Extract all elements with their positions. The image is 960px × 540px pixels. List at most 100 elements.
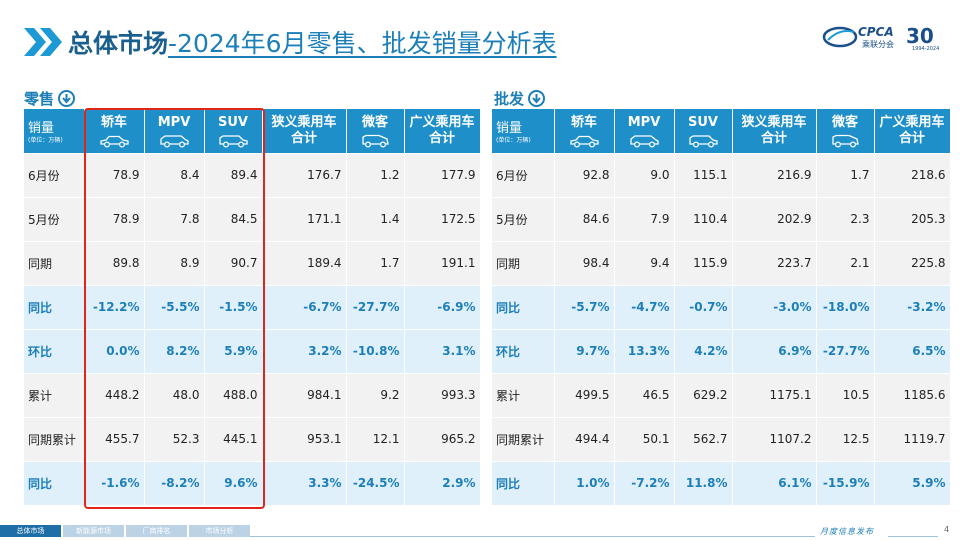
table-row: 同期累计 455.7 52.3 445.1 953.1 12.1 965.2	[24, 417, 481, 462]
table-row: 同比 -1.6% -8.2% 9.6% 3.3% -24.5% 2.9%	[24, 461, 481, 506]
mpv-icon	[145, 133, 204, 148]
row-label: 同比	[492, 461, 555, 506]
row-label: 同期	[492, 241, 555, 286]
retail-section-label: 零售	[24, 88, 76, 109]
table-cell: 445.1	[204, 417, 263, 462]
row-label: 同期	[24, 241, 85, 286]
footer-tab[interactable]: 新能源市场	[63, 525, 124, 537]
table-cell: 84.6	[554, 197, 615, 242]
table-cell: 12.5	[816, 417, 875, 462]
table-cell: 1.4	[346, 197, 405, 242]
table-cell: 1175.1	[732, 373, 817, 418]
highlight-box	[84, 108, 265, 509]
table-cell: -0.7%	[674, 285, 733, 330]
footer-tab[interactable]: 市场分析	[189, 525, 250, 537]
table-cell: 176.7	[262, 153, 347, 198]
table-cell: 3.3%	[262, 461, 347, 506]
footer-divider	[888, 525, 938, 537]
page-title: 总体市场-2024年6月零售、批发销量分析表	[68, 29, 557, 58]
table-cell: 0.0%	[84, 329, 145, 374]
column-header: SUV	[204, 109, 263, 154]
row-label: 同比	[24, 285, 85, 330]
table-cell: 7.8	[144, 197, 205, 242]
table-cell: -15.9%	[816, 461, 875, 506]
row-label: 同期累计	[492, 417, 555, 462]
table-cell: 11.8%	[674, 461, 733, 506]
wholesale-section-label: 批发	[494, 88, 546, 109]
table-row: 5月份 78.9 7.8 84.5 171.1 1.4 172.5	[24, 197, 481, 242]
footer-tab[interactable]: 厂商排名	[126, 525, 187, 537]
table-cell: 1.0%	[554, 461, 615, 506]
column-header: 微客	[346, 109, 405, 154]
table-cell: 562.7	[674, 417, 733, 462]
table-header-row: 销量 (单位：万辆) 轿车 MPV SUV 狭义乘用车 合计 微客 广义乘用车 合计	[24, 109, 481, 154]
table-cell: 12.1	[346, 417, 405, 462]
footer-tab[interactable]: 总体市场	[0, 525, 61, 537]
row-label: 6月份	[492, 153, 555, 198]
table-cell: 629.2	[674, 373, 733, 418]
table-cell: 1119.7	[874, 417, 951, 462]
row-label: 环比	[24, 329, 85, 374]
table-row: 5月份 84.6 7.9 110.4 202.9 2.3 205.3	[492, 197, 951, 242]
suv-icon	[205, 133, 262, 148]
table-cell: -1.5%	[204, 285, 263, 330]
table-cell: 5.9%	[204, 329, 263, 374]
table-cell: 10.5	[816, 373, 875, 418]
row-label: 环比	[492, 329, 555, 374]
table-cell: -6.9%	[404, 285, 481, 330]
retail-sales-table: 销量 (单位：万辆) 轿车 MPV SUV 狭义乘用车 合计 微客 广义乘用车 合计 6月份 78.9…	[24, 109, 481, 506]
table-row: 环比 0.0% 8.2% 5.9% 3.2% -10.8% 3.1%	[24, 329, 481, 374]
table-cell: 1107.2	[732, 417, 817, 462]
table-row: 同比 -5.7% -4.7% -0.7% -3.0% -18.0% -3.2%	[492, 285, 951, 330]
table-cell: 13.3%	[614, 329, 675, 374]
table-row: 同期累计 494.4 50.1 562.7 1107.2 12.5 1119.7	[492, 417, 951, 462]
footer: 总体市场 新能源市场 厂商排名 市场分析 月度信息发布 4	[0, 521, 960, 540]
column-header: MPV	[614, 109, 675, 154]
sedan-icon	[555, 133, 614, 148]
double-chevron-icon	[24, 28, 62, 56]
table-cell: 98.4	[554, 241, 615, 286]
row-label: 5月份	[492, 197, 555, 242]
table-row: 累计 448.2 48.0 488.0 984.1 9.2 993.3	[24, 373, 481, 418]
column-header: MPV	[144, 109, 205, 154]
table-cell: 78.9	[84, 153, 145, 198]
column-header: 狭义乘用车 合计	[732, 109, 817, 154]
logo-subtext: 乘联分会	[862, 40, 894, 49]
table-cell: 8.2%	[144, 329, 205, 374]
table-cell: 1.7	[346, 241, 405, 286]
table-cell: 9.6%	[204, 461, 263, 506]
table-cell: 50.1	[614, 417, 675, 462]
table-cell: 202.9	[732, 197, 817, 242]
row-label: 同比	[24, 461, 85, 506]
footer-divider	[250, 525, 815, 537]
table-cell: -3.2%	[874, 285, 951, 330]
row-label: 累计	[24, 373, 85, 418]
table-cell: 2.9%	[404, 461, 481, 506]
table-cell: 448.2	[84, 373, 145, 418]
table-cell: 9.7%	[554, 329, 615, 374]
column-header: 广义乘用车 合计	[404, 109, 481, 154]
table-cell: -5.5%	[144, 285, 205, 330]
table-row: 同期 89.8 8.9 90.7 189.4 1.7 191.1	[24, 241, 481, 286]
table-cell: 48.0	[144, 373, 205, 418]
table-cell: -6.7%	[262, 285, 347, 330]
logo-text: CPCA	[858, 25, 894, 39]
table-cell: 46.5	[614, 373, 675, 418]
table-cell: -18.0%	[816, 285, 875, 330]
row-label: 5月份	[24, 197, 85, 242]
wholesale-sales-table: 销量 (单位：万辆) 轿车 MPV SUV 狭义乘用车 合计 微客 广义乘用车 合计 6月份 92.8…	[492, 109, 951, 506]
table-row: 同期 98.4 9.4 115.9 223.7 2.1 225.8	[492, 241, 951, 286]
table-cell: 1.7	[816, 153, 875, 198]
table-cell: 6.5%	[874, 329, 951, 374]
table-cell: 2.3	[816, 197, 875, 242]
table-cell: 92.8	[554, 153, 615, 198]
column-header: 销量 (单位：万辆)	[492, 109, 555, 154]
table-cell: -3.0%	[732, 285, 817, 330]
table-cell: 3.1%	[404, 329, 481, 374]
footer-tabs: 总体市场 新能源市场 厂商排名 市场分析	[0, 525, 250, 537]
table-cell: 9.4	[614, 241, 675, 286]
table-cell: -10.8%	[346, 329, 405, 374]
anniversary-years: 1994-2024	[912, 46, 940, 52]
table-cell: 110.4	[674, 197, 733, 242]
table-cell: 205.3	[874, 197, 951, 242]
